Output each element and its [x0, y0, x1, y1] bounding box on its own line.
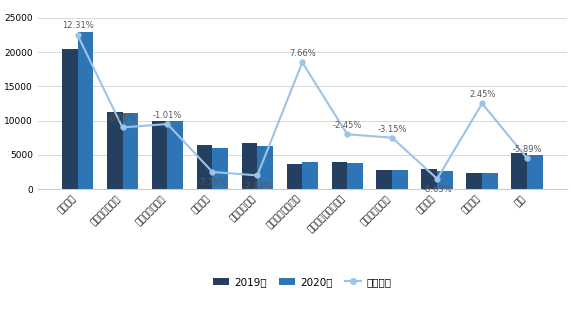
- Text: 12.31%: 12.31%: [62, 21, 94, 30]
- Text: -0.65%: -0.65%: [108, 114, 137, 123]
- Bar: [302, 162, 318, 189]
- Bar: [107, 112, 123, 189]
- Bar: [467, 173, 482, 189]
- Bar: [511, 153, 527, 189]
- Bar: [167, 121, 183, 189]
- Text: -7.83%: -7.83%: [243, 182, 272, 190]
- Bar: [196, 144, 212, 189]
- Text: -1.01%: -1.01%: [153, 111, 182, 120]
- Text: -7.79%: -7.79%: [198, 178, 227, 187]
- Bar: [376, 170, 392, 189]
- Bar: [78, 32, 93, 189]
- Bar: [212, 148, 228, 189]
- Text: -3.15%: -3.15%: [377, 125, 407, 134]
- Text: 7.66%: 7.66%: [289, 49, 316, 58]
- Bar: [392, 170, 408, 189]
- Bar: [242, 142, 258, 189]
- Bar: [421, 169, 437, 189]
- Legend: 2019年, 2020年, 变动幅度: 2019年, 2020年, 变动幅度: [210, 273, 395, 291]
- Bar: [123, 113, 138, 189]
- Bar: [482, 173, 498, 189]
- Bar: [527, 155, 543, 189]
- Bar: [332, 162, 347, 189]
- Text: -5.89%: -5.89%: [512, 145, 542, 154]
- Text: -2.45%: -2.45%: [332, 121, 362, 130]
- Text: 2.45%: 2.45%: [469, 90, 495, 99]
- Bar: [287, 164, 302, 189]
- Text: -8.63%: -8.63%: [423, 185, 452, 194]
- Bar: [62, 49, 78, 189]
- Bar: [152, 121, 167, 189]
- Bar: [258, 146, 273, 189]
- Bar: [437, 171, 453, 189]
- Bar: [347, 163, 363, 189]
